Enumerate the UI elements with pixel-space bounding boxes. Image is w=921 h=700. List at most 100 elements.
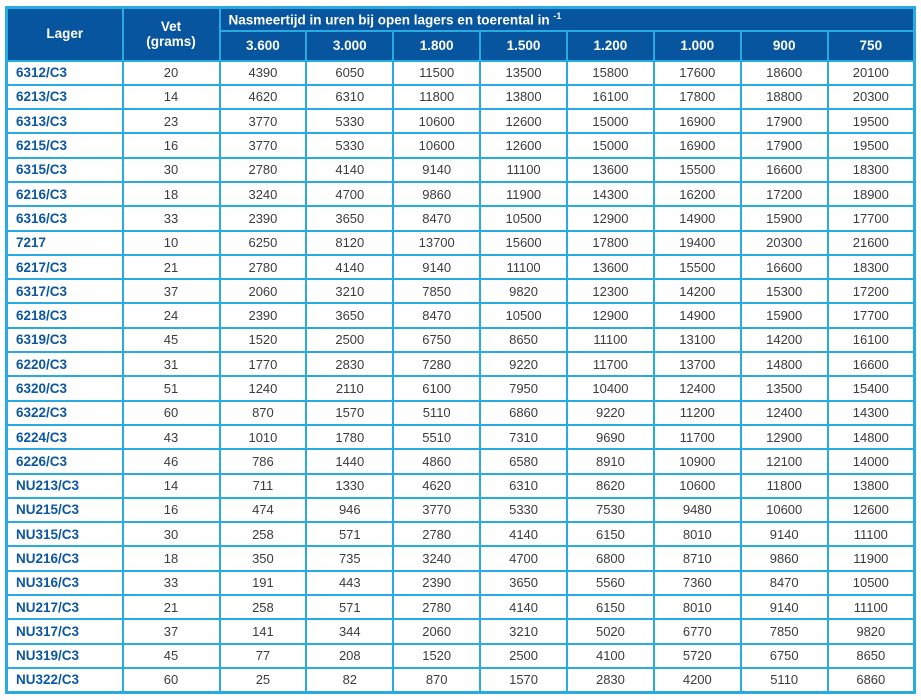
hours-cell-1500: 15600	[479, 229, 568, 256]
hours-cell-3600: 711	[218, 472, 308, 499]
grease-grams-cell: 18	[121, 545, 221, 572]
hours-cell-1200: 17800	[566, 229, 655, 256]
hours-cell-3600: 3770	[218, 108, 308, 135]
hours-cell-1800: 5110	[392, 399, 482, 426]
hours-cell-900: 16600	[739, 253, 829, 281]
hours-cell-750: 14800	[826, 423, 916, 451]
grease-grams-cell: 16	[121, 132, 221, 159]
hours-cell-1500: 4140	[479, 594, 568, 621]
header-nasmeertijd-superscript: -1	[553, 11, 562, 21]
hours-cell-750: 21600	[826, 229, 916, 256]
hours-cell-1000: 9480	[652, 496, 742, 524]
hours-cell-3000: 3210	[305, 278, 395, 305]
hours-cell-1800: 2780	[392, 521, 482, 548]
hours-cell-3000: 5330	[305, 108, 395, 135]
hours-cell-900: 10600	[739, 496, 829, 524]
table-row: 6315/C3 30 2780 4140 9140 11100 13600 15…	[5, 156, 916, 183]
hours-cell-1000: 16900	[652, 108, 742, 135]
hours-cell-3000: 82	[305, 666, 395, 694]
grease-grams-cell: 45	[121, 642, 221, 669]
grease-grams-cell: 23	[121, 108, 221, 135]
hours-cell-3600: 4620	[218, 83, 308, 111]
table-row: NU317/C3 37 141 344 2060 3210 5020 6770 …	[5, 618, 916, 645]
table-row: 6217/C3 21 2780 4140 9140 11100 13600 15…	[5, 253, 916, 281]
grease-grams-cell: 21	[121, 594, 221, 621]
hours-cell-1200: 12900	[566, 302, 655, 329]
hours-cell-1200: 9220	[566, 399, 655, 426]
header-speed-750: 750	[826, 29, 916, 62]
bearing-designation-cell: NU317/C3	[5, 618, 124, 645]
hours-cell-3000: 2110	[305, 375, 395, 402]
hours-cell-1500: 11100	[479, 156, 568, 183]
hours-cell-1500: 7310	[479, 423, 568, 451]
hours-cell-1200: 6150	[566, 594, 655, 621]
bearing-designation-cell: 6319/C3	[5, 326, 124, 354]
hours-cell-3600: 258	[218, 594, 308, 621]
table-row: 6322/C3 60 870 1570 5110 6860 9220 11200…	[5, 399, 916, 426]
hours-cell-1200: 12300	[566, 278, 655, 305]
table-row: NU217/C3 21 258 571 2780 4140 6150 8010 …	[5, 594, 916, 621]
hours-cell-1200: 14300	[566, 180, 655, 208]
bearing-designation-cell: NU216/C3	[5, 545, 124, 572]
grease-grams-cell: 37	[121, 618, 221, 645]
hours-cell-3600: 3240	[218, 180, 308, 208]
hours-cell-1000: 12400	[652, 375, 742, 402]
hours-cell-1800: 11500	[392, 59, 482, 86]
hours-cell-1800: 2060	[392, 618, 482, 645]
hours-cell-1800: 6750	[392, 326, 482, 354]
grease-grams-cell: 33	[121, 569, 221, 597]
hours-cell-1000: 10900	[652, 448, 742, 475]
grease-grams-cell: 60	[121, 666, 221, 694]
hours-cell-3000: 3650	[305, 302, 395, 329]
hours-cell-750: 16100	[826, 326, 916, 354]
hours-cell-750: 18300	[826, 156, 916, 183]
table-row: NU319/C3 45 77 208 1520 2500 4100 5720 6…	[5, 642, 916, 669]
table-row: 6216/C3 18 3240 4700 9860 11900 14300 16…	[5, 180, 916, 208]
hours-cell-1000: 14900	[652, 205, 742, 232]
grease-grams-cell: 51	[121, 375, 221, 402]
hours-cell-3000: 6050	[305, 59, 395, 86]
hours-cell-1200: 10400	[566, 375, 655, 402]
hours-cell-750: 12600	[826, 496, 916, 524]
grease-grams-cell: 14	[121, 83, 221, 111]
grease-grams-cell: 30	[121, 521, 221, 548]
hours-cell-1800: 4620	[392, 472, 482, 499]
hours-cell-1500: 5330	[479, 496, 568, 524]
hours-cell-750: 19500	[826, 132, 916, 159]
hours-cell-1200: 11700	[566, 351, 655, 378]
bearing-designation-cell: 6320/C3	[5, 375, 124, 402]
hours-cell-1800: 13700	[392, 229, 482, 256]
hours-cell-750: 6860	[826, 666, 916, 694]
grease-grams-cell: 37	[121, 278, 221, 305]
hours-cell-1200: 15000	[566, 132, 655, 159]
bearing-designation-cell: NU316/C3	[5, 569, 124, 597]
table-row: 6319/C3 45 1520 2500 6750 8650 11100 131…	[5, 326, 916, 354]
hours-cell-1000: 5720	[652, 642, 742, 669]
hours-cell-1500: 9220	[479, 351, 568, 378]
hours-cell-1500: 11100	[479, 253, 568, 281]
hours-cell-1800: 7850	[392, 278, 482, 305]
hours-cell-900: 18800	[739, 83, 829, 111]
hours-cell-1500: 12600	[479, 108, 568, 135]
hours-cell-900: 9140	[739, 521, 829, 548]
hours-cell-900: 18600	[739, 59, 829, 86]
hours-cell-1000: 8010	[652, 521, 742, 548]
hours-cell-3000: 1570	[305, 399, 395, 426]
hours-cell-750: 11100	[826, 521, 916, 548]
hours-cell-3000: 4140	[305, 156, 395, 183]
hours-cell-3600: 2390	[218, 302, 308, 329]
hours-cell-1800: 11800	[392, 83, 482, 111]
header-speed-1800: 1.800	[392, 29, 482, 62]
hours-cell-3600: 870	[218, 399, 308, 426]
hours-cell-3000: 8120	[305, 229, 395, 256]
hours-cell-1800: 5510	[392, 423, 482, 451]
hours-cell-1800: 6100	[392, 375, 482, 402]
hours-cell-3000: 946	[305, 496, 395, 524]
hours-cell-3600: 191	[218, 569, 308, 597]
hours-cell-1200: 6150	[566, 521, 655, 548]
table-row: 6312/C3 20 4390 6050 11500 13500 15800 1…	[5, 59, 916, 86]
grease-grams-cell: 43	[121, 423, 221, 451]
hours-cell-750: 14000	[826, 448, 916, 475]
hours-cell-1800: 8470	[392, 205, 482, 232]
table-row: 6226/C3 46 786 1440 4860 6580 8910 10900…	[5, 448, 916, 475]
